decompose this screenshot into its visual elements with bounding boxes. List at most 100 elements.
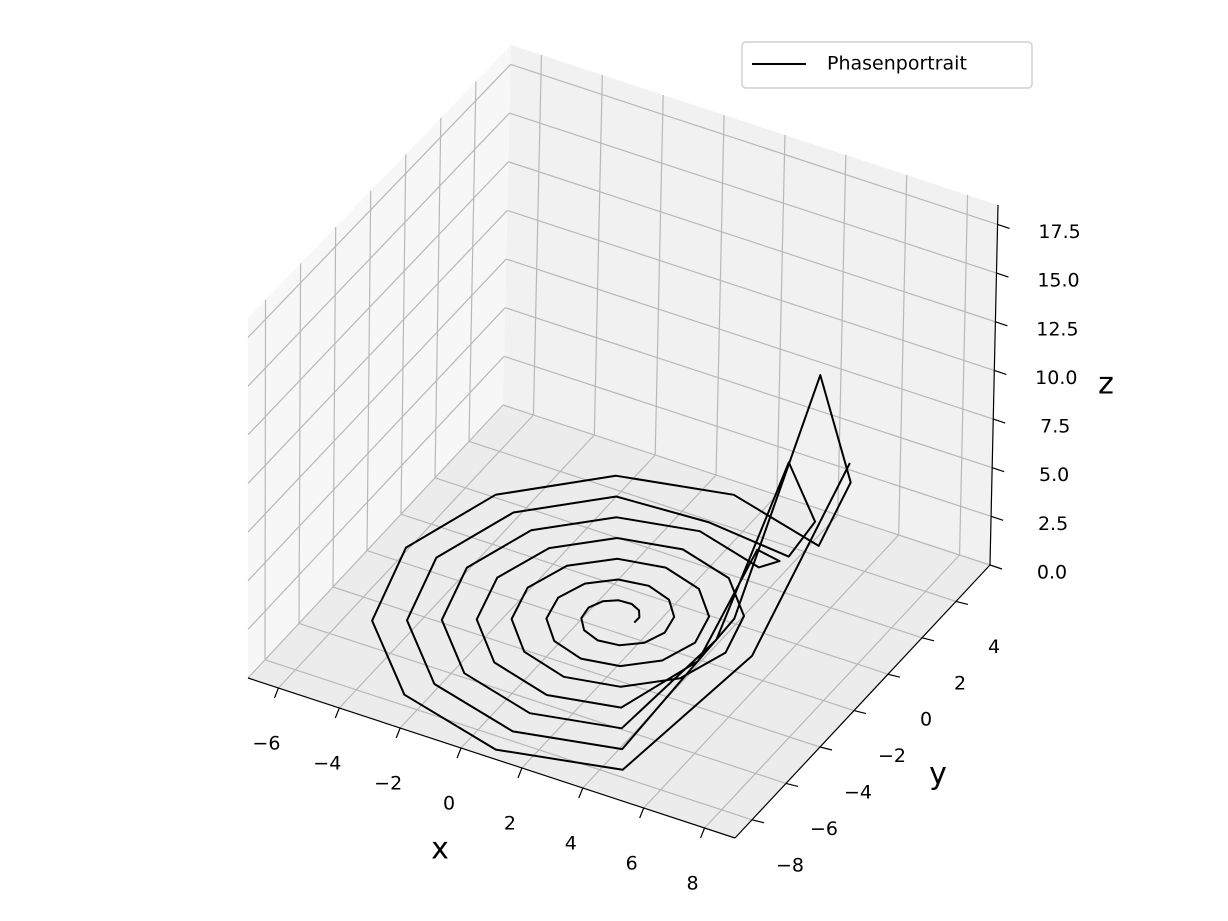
tick-mark (853, 710, 867, 715)
grid-line (532, 54, 543, 416)
tick-mark (395, 727, 401, 739)
tick-mark (995, 321, 1008, 327)
grid-line (399, 454, 656, 729)
grid-line (247, 355, 505, 630)
grid-line (506, 258, 994, 420)
grid-line (521, 494, 778, 769)
grid-line (715, 114, 725, 476)
grid-line (958, 194, 969, 556)
y-tick-label: −8 (776, 854, 804, 876)
tick-mark (990, 515, 1004, 521)
tick-mark (639, 807, 645, 819)
y-axis-label: y (929, 757, 947, 792)
grid-line (332, 586, 821, 748)
pane-left (248, 45, 511, 678)
x-tick-label: 8 (687, 873, 699, 895)
x-tick-label: 0 (443, 793, 455, 815)
x-axis-label: x (431, 832, 449, 867)
tick-mark (993, 418, 1006, 424)
legend: Phasenportrait (741, 41, 1033, 89)
legend-label: Phasenportrait (827, 53, 967, 75)
y-tick-label: 2 (954, 672, 966, 694)
z-tick-label: 17.5 (1038, 221, 1080, 243)
tick-mark (996, 272, 1009, 278)
x-tick-label: −6 (252, 733, 280, 755)
tick-mark (456, 747, 462, 759)
y-axis-line (734, 564, 991, 839)
x-axis-line (247, 677, 736, 839)
grid-line (366, 190, 372, 551)
grid-line (468, 440, 957, 602)
grid-line (508, 161, 996, 323)
grid-line (434, 117, 442, 478)
grid-line (264, 299, 267, 660)
grid-line (509, 112, 997, 274)
grid-line (643, 534, 900, 809)
grid-line (593, 74, 603, 436)
grid-line (247, 307, 506, 582)
z-tick-label: 2.5 (1038, 513, 1068, 535)
tick-mark (273, 687, 279, 699)
x-tick-label: 6 (626, 853, 638, 875)
z-tick-label: 7.5 (1040, 416, 1070, 438)
pane-floor (248, 405, 990, 838)
tick-mark (997, 223, 1010, 230)
grid-line (776, 134, 786, 496)
grid-line (468, 81, 477, 442)
grid (247, 54, 998, 829)
grid-line (434, 477, 923, 639)
grid-line (654, 94, 664, 456)
tick-mark (955, 600, 969, 605)
grid-line (503, 355, 992, 517)
grid-line (332, 226, 337, 588)
tick-mark (751, 819, 765, 824)
grid-line (837, 154, 847, 516)
grid-line (582, 514, 839, 789)
tick-mark (819, 746, 833, 751)
tick-mark (921, 637, 935, 642)
grid-line (298, 263, 302, 624)
z-tick-label: 0.0 (1037, 562, 1067, 584)
grid-line (400, 154, 407, 515)
tick-mark (578, 787, 584, 799)
z-tick-label: 12.5 (1036, 318, 1078, 340)
y-tick-label: 0 (920, 709, 932, 731)
grid-line (460, 474, 717, 749)
y-tick-label: −4 (844, 782, 872, 804)
tick-mark (700, 827, 706, 839)
tick-mark (887, 673, 901, 678)
z-tick-label: 15.0 (1037, 270, 1079, 292)
grid-line (704, 554, 961, 829)
pane-back (503, 45, 998, 565)
grid-line (247, 161, 509, 436)
grid-line (510, 63, 998, 226)
grid-line (898, 174, 908, 536)
tick-mark (991, 467, 1005, 473)
grid-line (338, 434, 595, 709)
x-tick-label: −4 (313, 753, 341, 775)
x-tick-label: 2 (504, 813, 516, 835)
panes (248, 45, 998, 838)
grid-line (277, 414, 534, 689)
z-tick-label: 5.0 (1039, 464, 1069, 486)
z-axis-label: z (1098, 367, 1114, 402)
trajectory-line (371, 374, 852, 771)
y-tick-label: −6 (810, 818, 838, 840)
grid-line (400, 513, 889, 675)
z-axis-line (989, 204, 999, 566)
grid-line (298, 622, 787, 784)
tick-mark (334, 707, 340, 719)
grid-line (502, 404, 991, 566)
grid-line (504, 307, 993, 469)
z-tick-label: 10.0 (1035, 367, 1077, 389)
y-tick-label: −2 (878, 745, 906, 767)
legend-box (741, 41, 1033, 89)
x-tick-label: 4 (565, 833, 577, 855)
grid-line (366, 550, 855, 712)
axes: −6−4−202468−8−6−4−20240.02.55.07.510.012… (247, 204, 1081, 895)
tick-mark (517, 767, 523, 779)
grid-line (507, 209, 995, 371)
plot-area (371, 374, 852, 771)
grid-line (247, 64, 512, 338)
